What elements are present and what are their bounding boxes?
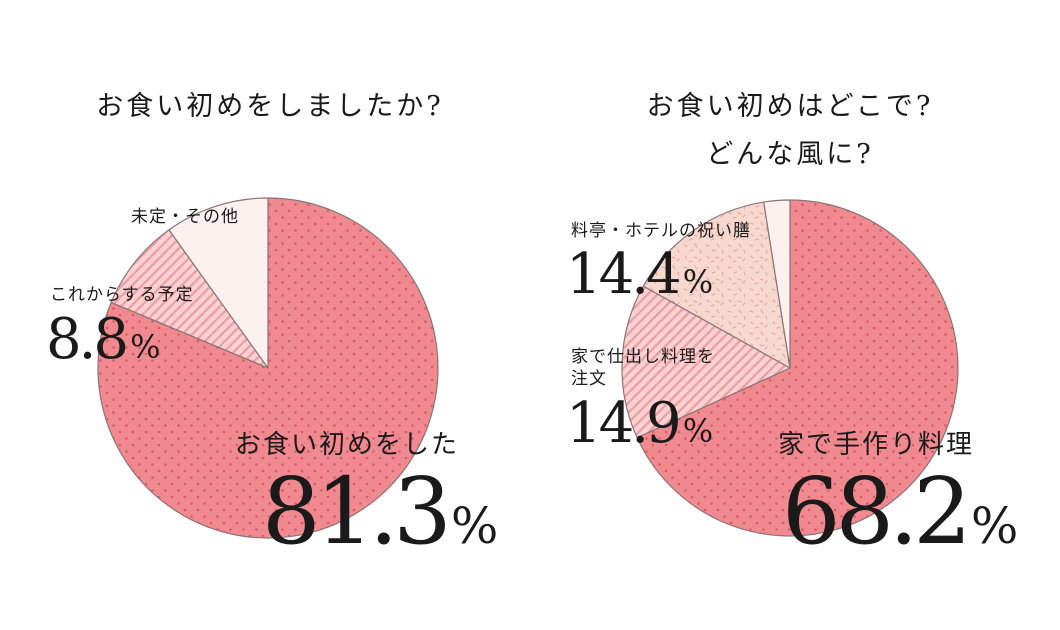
percent-unit: % bbox=[130, 328, 161, 366]
pie-slice-catering bbox=[621, 285, 791, 439]
slice-value-planned: 8.8% bbox=[46, 312, 160, 375]
chart-left-title: お食い初めをしましたか? bbox=[96, 91, 444, 122]
pie-slice-ryotei bbox=[642, 201, 791, 369]
chart-right-title-line2: どんな風に? bbox=[706, 139, 874, 170]
slice-value-homemade: 68.2% bbox=[782, 466, 1018, 572]
slice-label-planned: これからする予定 bbox=[50, 285, 194, 305]
slice-label-catering-line2: 注文 bbox=[571, 369, 607, 389]
chart-right-title-line1: お食い初めはどこで? bbox=[646, 91, 934, 122]
pie-slice-undecided bbox=[168, 197, 269, 369]
slice-label-catering-line1: 家で仕出し料理を bbox=[571, 347, 715, 367]
slice-label-homemade: 家で手作り料理 bbox=[778, 430, 975, 460]
pie-left bbox=[97, 197, 439, 539]
slice-label-ryotei: 料亭・ホテルの祝い膳 bbox=[571, 221, 751, 241]
slice-value-ryotei-number: 14.4 bbox=[566, 242, 682, 307]
percent-unit: % bbox=[450, 497, 499, 555]
slice-value-done-number: 81.3 bbox=[262, 458, 452, 565]
percent-unit: % bbox=[682, 263, 714, 301]
percent-unit: % bbox=[970, 497, 1019, 555]
slice-value-ryotei: 14.4% bbox=[566, 247, 713, 310]
slice-value-catering-number: 14.9 bbox=[566, 391, 682, 456]
pie-slice-homemade bbox=[636, 199, 959, 537]
pie-slice-other bbox=[763, 199, 791, 369]
percent-unit: % bbox=[682, 412, 714, 450]
slice-value-catering: 14.9% bbox=[566, 396, 713, 459]
slice-value-homemade-number: 68.2 bbox=[782, 458, 972, 565]
pie-right bbox=[621, 199, 959, 537]
slice-value-done: 81.3% bbox=[262, 466, 498, 572]
pie-slice-planned bbox=[110, 229, 269, 369]
slice-value-planned-number: 8.8 bbox=[46, 307, 129, 372]
slice-label-done: お食い初めをした bbox=[235, 430, 460, 460]
slice-label-undecided: 未定・その他 bbox=[131, 207, 239, 227]
